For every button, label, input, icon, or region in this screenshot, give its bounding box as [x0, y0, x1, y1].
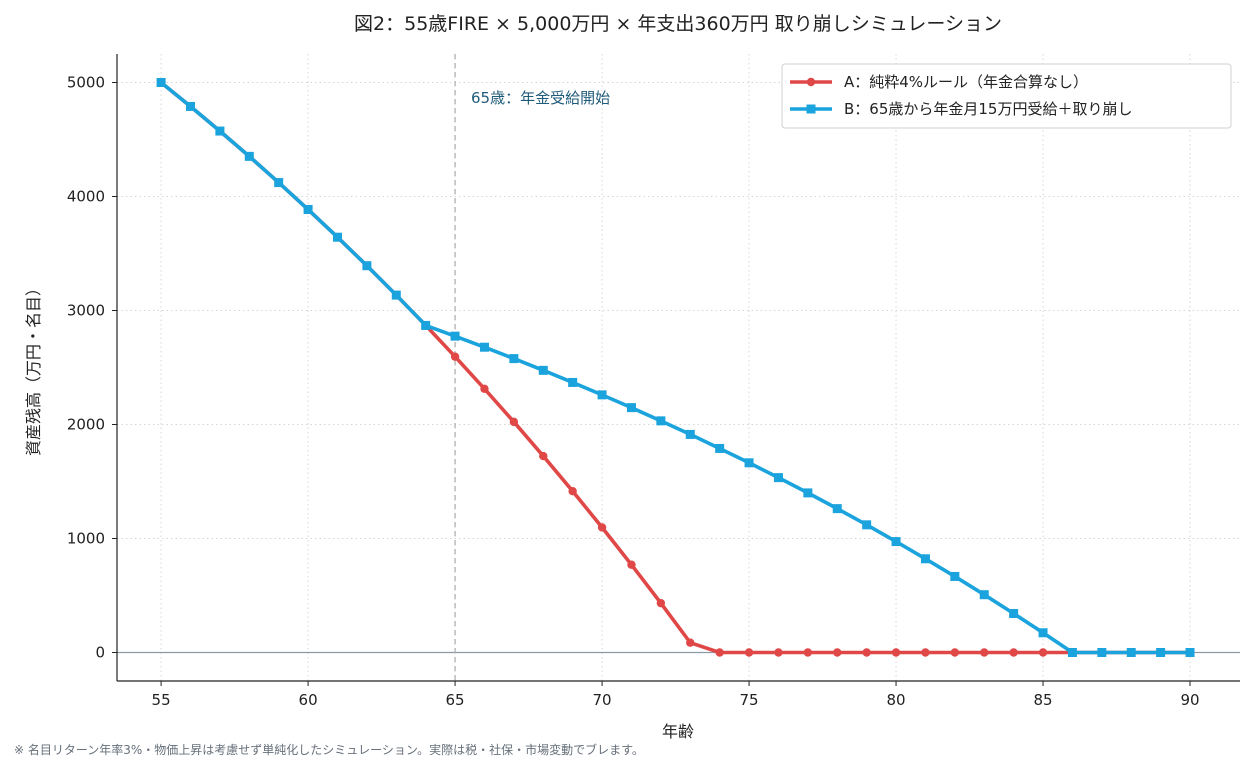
series-1-point-28 — [979, 590, 989, 600]
series-1-point-33 — [1126, 648, 1136, 657]
legend-marker-1 — [806, 104, 816, 114]
series-1-point-3 — [244, 151, 254, 161]
series-1-point-18 — [685, 429, 695, 439]
legend-marker-0 — [806, 77, 816, 87]
series-0-line — [159, 80, 1192, 655]
series-1-point-27 — [950, 571, 960, 581]
y-tick-label-4: 4000 — [67, 188, 105, 206]
y-tick-label-3: 3000 — [67, 302, 105, 320]
series-1-point-26 — [920, 554, 930, 564]
series-1-point-31 — [1067, 648, 1077, 657]
x-tick-label-6: 85 — [1033, 691, 1052, 709]
series-1-point-4 — [274, 178, 284, 188]
series-1-point-23 — [832, 504, 842, 514]
series-0-point-22 — [803, 648, 813, 657]
series-1-point-34 — [1156, 648, 1166, 657]
y-axis-label: 資産残高（万円・名目） — [24, 280, 43, 456]
series-0-point-26 — [921, 648, 930, 657]
series-1-point-5 — [303, 204, 313, 214]
series-0-point-14 — [568, 486, 577, 496]
chart-title: 図2：55歳FIRE × 5,000万円 × 年支出360万円 取り崩しシミュレ… — [354, 13, 1002, 35]
series — [156, 78, 1195, 657]
series-1-point-8 — [391, 290, 401, 300]
series-0-point-21 — [774, 648, 783, 657]
x-tick-label-2: 65 — [446, 691, 465, 709]
series-1-point-19 — [715, 443, 725, 453]
y-ticks: 0 1000 2000 3000 4000 5000 — [67, 74, 117, 662]
series-1-point-15 — [597, 390, 607, 400]
series-1-point-29 — [1009, 609, 1019, 619]
y-tick-label-5: 5000 — [67, 74, 105, 92]
series-0-point-12 — [509, 417, 519, 427]
series-0-point-11 — [480, 384, 489, 394]
series-1-point-20 — [744, 458, 754, 468]
series-1-point-35 — [1185, 648, 1195, 657]
grid — [117, 54, 1240, 681]
series-0-point-24 — [862, 648, 871, 657]
series-1-point-11 — [479, 342, 489, 352]
legend-label-0: A：純粋4%ルール（年金合算なし） — [844, 73, 1088, 91]
series-1-point-17 — [656, 416, 666, 426]
x-tick-label-1: 60 — [299, 691, 318, 709]
series-0-point-10 — [450, 352, 460, 361]
series-1 — [156, 78, 1195, 657]
pension-start-annotation: 65歳：年金受給開始 — [471, 89, 610, 107]
x-tick-label-5: 80 — [886, 691, 905, 709]
series-1-point-32 — [1097, 648, 1107, 657]
series-1-point-21 — [773, 473, 783, 483]
series-0-point-30 — [1038, 648, 1048, 657]
series-0-point-27 — [950, 648, 960, 657]
series-1-point-6 — [332, 232, 342, 242]
series-0-point-13 — [539, 451, 548, 461]
series-1-point-30 — [1038, 628, 1048, 638]
series-0-point-23 — [833, 648, 842, 657]
series-1-point-1 — [185, 101, 195, 111]
series-1-point-7 — [362, 261, 372, 271]
series-1-point-2 — [215, 126, 225, 136]
x-tick-label-7: 90 — [1180, 691, 1199, 709]
series-0-point-20 — [744, 648, 754, 657]
series-0-point-19 — [715, 648, 724, 657]
legend-label-1: B：65歳から年金月15万円受給＋取り崩し — [844, 100, 1132, 118]
axes — [116, 54, 1240, 682]
series-1-point-14 — [568, 377, 578, 387]
legend-box — [781, 63, 1232, 129]
series-1-line — [159, 80, 1192, 655]
series-1-point-24 — [862, 520, 872, 530]
y-tick-label-1: 1000 — [67, 530, 105, 548]
series-0-point-15 — [597, 523, 607, 532]
x-tick-label-4: 75 — [740, 691, 759, 709]
series-1-point-16 — [626, 403, 636, 413]
x-axis-label: 年齢 — [662, 722, 694, 741]
series-0 — [156, 78, 1195, 657]
series-1-point-22 — [803, 488, 813, 498]
legend: A：純粋4%ルール（年金合算なし） B：65歳から年金月15万円受給＋取り崩し — [781, 63, 1232, 129]
series-0-point-25 — [891, 648, 901, 657]
series-0-point-29 — [1009, 648, 1018, 657]
x-tick-label-3: 70 — [593, 691, 612, 709]
series-1-point-13 — [538, 365, 548, 375]
footnote: ※ 名目リターン年率3%・物価上昇は考慮せず単純化したシミュレーション。実際は税… — [14, 743, 644, 757]
series-0-point-17 — [656, 598, 666, 608]
y-tick-label-2: 2000 — [67, 416, 105, 434]
series-0-point-18 — [686, 638, 695, 647]
series-1-point-25 — [891, 537, 901, 547]
x-tick-label-0: 55 — [152, 691, 171, 709]
series-1-point-0 — [156, 78, 166, 87]
series-1-point-10 — [450, 331, 460, 341]
series-0-point-16 — [627, 560, 636, 569]
series-1-point-9 — [421, 320, 431, 330]
series-0-point-28 — [980, 648, 989, 657]
x-ticks: 55 60 65 70 75 80 85 90 — [152, 681, 1200, 709]
y-tick-label-0: 0 — [95, 644, 105, 662]
series-1-point-12 — [509, 354, 519, 364]
